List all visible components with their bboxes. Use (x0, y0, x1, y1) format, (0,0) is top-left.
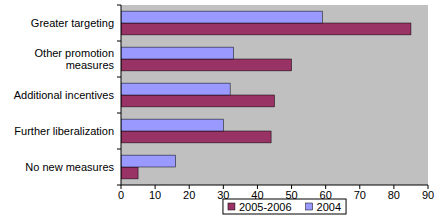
legend: 2005-2006 2004 (223, 199, 346, 214)
x-tick-label: 0 (118, 189, 124, 201)
bar (121, 11, 322, 23)
chart-svg: 0102030405060708090Greater targetingOthe… (0, 0, 441, 217)
category-divider-tick (117, 113, 121, 114)
x-tick-label: 20 (183, 189, 195, 201)
x-tick-label: 90 (422, 189, 434, 201)
bar (121, 83, 230, 95)
legend-label: 2004 (317, 201, 341, 213)
bar (121, 131, 271, 143)
category-divider-tick (117, 185, 121, 186)
category-label: Further liberalization (14, 125, 114, 137)
category-divider-tick (117, 77, 121, 78)
category-divider-tick (117, 149, 121, 150)
category-label-line: Further liberalization (14, 125, 114, 137)
category-label: No new measures (25, 161, 114, 173)
legend-label: 2005-2006 (239, 201, 292, 213)
plot-area (121, 5, 428, 185)
legend-box (223, 199, 346, 214)
category-label: Greater targeting (31, 17, 114, 29)
background (0, 0, 441, 217)
category-label-line: No new measures (25, 161, 114, 173)
bar (121, 47, 234, 59)
y-axis-line (121, 5, 122, 185)
x-tick-label: 70 (354, 189, 366, 201)
bar (121, 155, 176, 167)
bar (121, 59, 292, 71)
category-label-line: measures (66, 59, 115, 71)
category-divider-tick (117, 41, 121, 42)
category-divider-tick (117, 5, 121, 6)
bar (121, 95, 275, 107)
bar (121, 167, 138, 179)
bar (121, 23, 411, 35)
legend-swatch (228, 203, 235, 210)
category-label: Other promotionmeasures (35, 47, 115, 71)
category-label: Additional incentives (14, 89, 115, 101)
legend-swatch (306, 203, 313, 210)
bar (121, 119, 223, 131)
bars (121, 11, 411, 179)
x-tick-label: 10 (149, 189, 161, 201)
x-axis-line (121, 185, 428, 186)
category-label-line: Additional incentives (14, 89, 115, 101)
chart-container: 0102030405060708090Greater targetingOthe… (0, 0, 441, 217)
category-label-line: Greater targeting (31, 17, 114, 29)
category-label-line: Other promotion (35, 47, 114, 59)
x-tick-label: 80 (388, 189, 400, 201)
